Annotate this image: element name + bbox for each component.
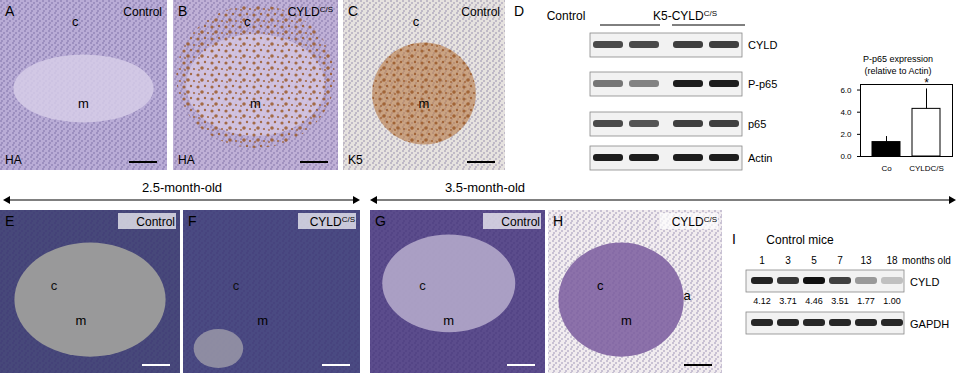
svg-text:m: m — [419, 96, 430, 111]
svg-text:3.71: 3.71 — [779, 296, 797, 306]
svg-text:D: D — [514, 3, 524, 19]
svg-text:H: H — [553, 213, 563, 229]
svg-text:1.00: 1.00 — [883, 296, 901, 306]
svg-text:c: c — [413, 14, 420, 29]
svg-text:CYLDC/S: CYLDC/S — [672, 215, 717, 230]
svg-text:Control: Control — [547, 9, 586, 23]
svg-text:C: C — [348, 3, 358, 19]
svg-text:E: E — [5, 213, 14, 229]
svg-text:Control: Control — [501, 215, 540, 229]
svg-text:4.12: 4.12 — [753, 296, 771, 306]
svg-text:m: m — [257, 313, 268, 328]
svg-text:c: c — [597, 278, 604, 293]
svg-text:13: 13 — [860, 255, 872, 266]
svg-text:4.46: 4.46 — [805, 296, 823, 306]
svg-text:0.0: 0.0 — [840, 152, 852, 161]
svg-text:3.5-month-old: 3.5-month-old — [445, 180, 525, 195]
svg-text:HA: HA — [178, 153, 195, 167]
svg-text:c: c — [233, 278, 240, 293]
svg-text:6.0: 6.0 — [840, 86, 852, 95]
svg-text:months old: months old — [902, 255, 951, 266]
svg-text:m: m — [250, 96, 261, 111]
svg-text:G: G — [375, 213, 386, 229]
svg-text:a: a — [684, 288, 692, 303]
svg-text:Control: Control — [123, 5, 162, 19]
svg-text:*: * — [924, 78, 929, 90]
svg-text:Actin: Actin — [748, 152, 772, 164]
svg-text:Co: Co — [881, 164, 892, 172]
svg-text:5: 5 — [811, 255, 817, 266]
svg-text:CYLD: CYLD — [910, 276, 939, 288]
svg-text:P-p65: P-p65 — [748, 78, 777, 90]
svg-text:HA: HA — [5, 153, 22, 167]
svg-text:2.0: 2.0 — [840, 130, 852, 139]
svg-text:18: 18 — [886, 255, 898, 266]
svg-text:CYLDC/S: CYLDC/S — [310, 215, 355, 230]
svg-text:2.5-month-old: 2.5-month-old — [142, 180, 222, 195]
svg-text:4.0: 4.0 — [840, 108, 852, 117]
svg-text:(relative to Actin): (relative to Actin) — [864, 66, 931, 76]
svg-text:3.51: 3.51 — [831, 296, 849, 306]
svg-text:c: c — [419, 278, 426, 293]
svg-text:K5: K5 — [348, 153, 363, 167]
svg-text:Control: Control — [461, 5, 500, 19]
svg-text:CYLDC/S: CYLDC/S — [288, 5, 333, 20]
svg-text:c: c — [72, 14, 79, 29]
svg-text:c: c — [51, 278, 58, 293]
svg-text:Control mice: Control mice — [766, 233, 834, 247]
svg-text:m: m — [443, 313, 454, 328]
svg-text:P-p65 expression: P-p65 expression — [863, 54, 933, 64]
svg-text:1: 1 — [759, 255, 765, 266]
svg-text:m: m — [621, 313, 632, 328]
svg-text:1.77: 1.77 — [857, 296, 875, 306]
svg-text:CYLDC/S: CYLDC/S — [909, 164, 944, 172]
svg-text:m: m — [76, 313, 87, 328]
svg-text:3: 3 — [785, 255, 791, 266]
svg-text:A: A — [5, 3, 15, 19]
svg-text:I: I — [732, 231, 736, 247]
svg-text:F: F — [188, 213, 197, 229]
svg-text:CYLD: CYLD — [748, 39, 777, 51]
svg-text:GAPDH: GAPDH — [910, 318, 949, 330]
svg-text:B: B — [178, 3, 187, 19]
svg-text:p65: p65 — [748, 118, 766, 130]
svg-text:m: m — [78, 96, 89, 111]
svg-text:Control: Control — [136, 215, 175, 229]
svg-text:7: 7 — [837, 255, 843, 266]
svg-text:c: c — [244, 14, 251, 29]
svg-text:K5-CYLDC/S: K5-CYLDC/S — [653, 9, 717, 24]
